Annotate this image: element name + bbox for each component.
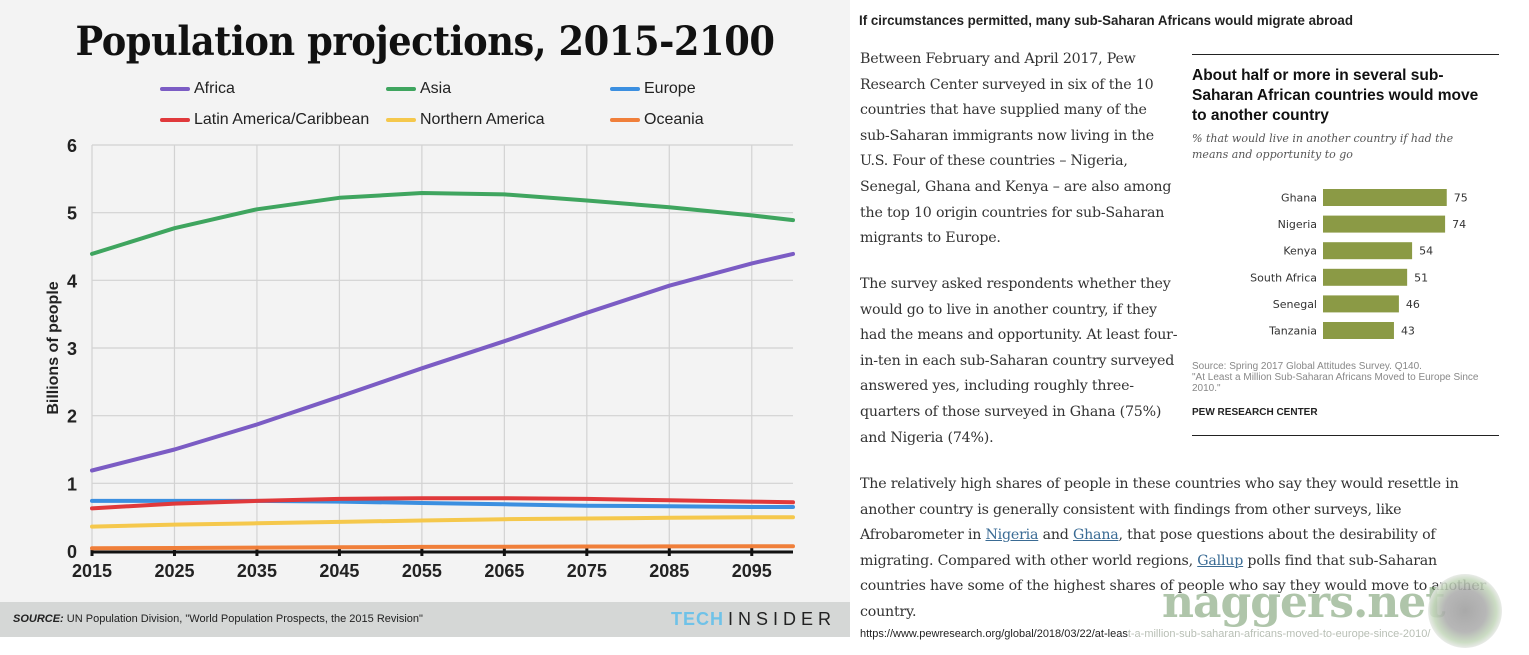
legend-label: Northern America	[420, 111, 545, 128]
legend-item: Latin America/Caribbean	[160, 111, 369, 129]
chart-legend: Africa Asia Europe Latin America/Caribbean N…	[0, 78, 850, 138]
url-part-b: t-a-million-sub-saharan-africans-moved-t…	[1127, 628, 1431, 640]
series-line-northern-america	[90, 515, 795, 529]
article-heading: If circumstances permitted, many sub-Sah…	[859, 12, 1353, 28]
bar-category-label: Kenya	[1283, 245, 1317, 258]
x-tick-label: 2085	[649, 561, 689, 581]
para3-text-b: and	[1038, 527, 1073, 544]
legend-swatch	[160, 118, 190, 122]
bar	[1323, 242, 1413, 260]
bar	[1323, 268, 1408, 286]
y-tick-label: 5	[67, 204, 77, 224]
bar-category-label: Tanzania	[1268, 325, 1317, 338]
legend-item: Oceania	[610, 111, 704, 129]
link-gallup[interactable]: Gallup	[1197, 552, 1244, 569]
bar	[1323, 189, 1447, 206]
legend-item: Europe	[610, 80, 696, 98]
legend-item: Africa	[160, 80, 235, 98]
bar-value-label: 43	[1401, 325, 1415, 338]
legend-label: Africa	[194, 80, 235, 97]
article-paragraph-1: Between February and April 2017, Pew Res…	[860, 51, 1172, 247]
bar	[1323, 322, 1394, 339]
legend-swatch	[610, 118, 640, 122]
x-tick-label: 2045	[319, 561, 359, 581]
brand-tech: TECH	[670, 609, 724, 629]
population-chart-panel: Population projections, 2015-2100 Africa…	[0, 0, 850, 637]
chart-title: Population projections, 2015-2100	[75, 18, 775, 65]
y-axis-label: Billions of people	[45, 281, 62, 414]
source-text: SOURCE: UN Population Division, "World P…	[13, 613, 423, 625]
link-ghana[interactable]: Ghana	[1072, 527, 1119, 544]
bar	[1323, 295, 1399, 313]
x-tick-label: 2065	[484, 561, 524, 581]
legend-swatch	[386, 118, 416, 122]
watermark-text: naggers.net	[1162, 577, 1446, 628]
article-paragraph-3: The relatively high shares of people in …	[860, 472, 1490, 626]
series-line-asia	[90, 191, 795, 256]
series-line-oceania	[90, 544, 795, 551]
legend-item: Northern America	[386, 111, 545, 129]
y-tick-label: 4	[67, 271, 77, 291]
article-paragraph-2: The survey asked respondents whether the…	[860, 276, 1178, 446]
pew-brand: PEW RESEARCH CENTER	[1192, 407, 1318, 418]
bar-value-label: 54	[1419, 245, 1433, 258]
legend-label: Oceania	[644, 111, 704, 128]
url-part-a: https://www.pewresearch.org/global/2018/…	[860, 628, 1128, 640]
source-bar: SOURCE: UN Population Division, "World P…	[0, 602, 850, 637]
bar	[1323, 215, 1446, 233]
y-tick-label: 3	[67, 339, 77, 359]
source-label: SOURCE:	[13, 613, 64, 625]
para3-text-a: The relatively high shares of people in …	[860, 476, 1459, 544]
link-nigeria[interactable]: Nigeria	[985, 527, 1039, 544]
x-tick-label: 2075	[567, 561, 607, 581]
pew-source-line-1: Source: Spring 2017 Global Attitudes Sur…	[1192, 361, 1422, 372]
x-tick-label: 2025	[154, 561, 194, 581]
legend-swatch	[386, 87, 416, 91]
x-tick-label: 2055	[402, 561, 442, 581]
legend-label: Asia	[420, 80, 452, 97]
pew-chart-box: About half or more in several sub-Sahara…	[1192, 54, 1499, 436]
bar-value-label: 75	[1454, 192, 1468, 205]
pew-source: Source: Spring 2017 Global Attitudes Sur…	[1192, 361, 1492, 394]
bar-value-label: 46	[1406, 298, 1420, 311]
source-url[interactable]: https://www.pewresearch.org/global/2018/…	[860, 628, 1430, 640]
bar-category-label: South Africa	[1250, 271, 1317, 284]
line-chart: 0 1 2 3 4 5 6 2015 2025 2035 2045 2055 2065 2075 2085 2…	[45, 136, 795, 581]
para3-text-d: polls find that sub-Saharan countries ha…	[860, 552, 1487, 620]
series-line-africa	[90, 251, 795, 473]
bar-category-label: Nigeria	[1278, 218, 1317, 231]
pew-bar-chart: Ghana 75 Nigeria 74 Kenya 54 South Africa 51 Sen…	[1250, 189, 1468, 339]
series-line-latin-america-caribbean	[90, 496, 795, 511]
pew-chart-subtitle: % that would live in another country if …	[1192, 132, 1454, 161]
y-tick-label: 2	[67, 407, 77, 427]
pew-chart-title: About half or more in several sub-Sahara…	[1192, 67, 1479, 124]
legend-label: Europe	[644, 80, 696, 97]
para3-text-c: , that pose questions about the desirabi…	[860, 527, 1436, 569]
legend-label: Latin America/Caribbean	[194, 111, 370, 128]
y-tick-label: 1	[67, 474, 77, 494]
bar-value-label: 74	[1452, 218, 1466, 231]
x-tick-label: 2035	[237, 561, 277, 581]
legend-item: Asia	[386, 80, 451, 98]
bar-value-label: 51	[1414, 271, 1428, 284]
x-tick-label: 2095	[732, 561, 772, 581]
legend-swatch	[610, 87, 640, 91]
tech-insider-logo: TECH INSIDER	[671, 609, 836, 630]
article-panel: If circumstances permitted, many sub-Sah…	[850, 0, 1529, 655]
bar-category-label: Ghana	[1281, 192, 1317, 205]
y-tick-label: 0	[67, 542, 77, 562]
legend-swatch	[160, 87, 190, 91]
x-tick-label: 2015	[72, 561, 112, 581]
brand-insider: INSIDER	[727, 609, 836, 629]
y-tick-label: 6	[67, 136, 77, 156]
pew-source-line-2: "At Least a Million Sub-Saharan Africans…	[1192, 372, 1479, 394]
source-citation: UN Population Division, "World Populatio…	[66, 613, 423, 625]
bar-category-label: Senegal	[1273, 298, 1317, 311]
watermark-logo-icon	[1428, 574, 1502, 648]
